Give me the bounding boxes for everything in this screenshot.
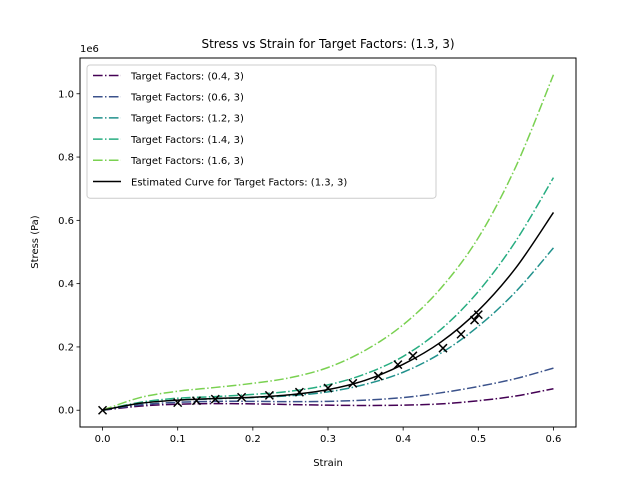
- series-line-3: [102, 177, 555, 411]
- scatter-point: [373, 371, 383, 381]
- x-tick-label: 0.1: [170, 434, 186, 445]
- x-tick-label: 0.2: [245, 434, 261, 445]
- y-tick-label: 1.0: [58, 89, 74, 100]
- scatter-point: [264, 390, 274, 400]
- y-tick-label: 0.2: [58, 342, 74, 353]
- x-tick-label: 0.6: [546, 434, 562, 445]
- scatter-point: [393, 360, 403, 370]
- legend: Target Factors: (0.4, 3) Target Factors: …: [86, 64, 437, 199]
- x-tick-label: 0.0: [95, 434, 111, 445]
- scatter-point: [173, 398, 183, 408]
- legend-entry-4: Target Factors: (1.6, 3): [130, 156, 244, 167]
- scatter-point: [98, 405, 108, 415]
- y-tick-label: 0.6: [58, 216, 74, 227]
- legend-entry-0: Target Factors: (0.4, 3): [130, 71, 244, 82]
- legend-entry-3: Target Factors: (1.4, 3): [130, 135, 244, 146]
- scatter-point: [294, 387, 304, 397]
- scatter-point: [348, 378, 358, 388]
- scatter-point: [323, 383, 333, 393]
- scatter-point: [408, 351, 418, 361]
- y-tick-label: 0.0: [58, 406, 74, 417]
- series-line-0: [102, 387, 554, 411]
- scatter-layer: [98, 310, 483, 415]
- scatter-point: [438, 343, 448, 353]
- x-axis: 0.0 0.1 0.2 0.3 0.4 0.5 0.6: [95, 427, 562, 445]
- scatter-point: [456, 329, 466, 339]
- y-offset-label: 1e6: [80, 44, 99, 55]
- x-tick-label: 0.3: [320, 434, 336, 445]
- y-tick-label: 0.8: [58, 153, 74, 164]
- x-tick-label: 0.4: [395, 434, 411, 445]
- x-axis-label: Strain: [313, 458, 343, 469]
- legend-entry-5: Estimated Curve for Target Factors: (1.3…: [131, 177, 347, 188]
- y-tick-label: 0.4: [58, 279, 74, 290]
- y-axis-label: Stress (Pa): [30, 215, 41, 269]
- legend-box: [86, 64, 437, 199]
- scatter-point: [237, 392, 247, 402]
- scatter-point: [210, 394, 220, 404]
- scatter-point: [473, 310, 483, 320]
- scatter-point: [191, 396, 202, 406]
- series-line-5: [102, 212, 555, 411]
- y-axis: 0.0 0.2 0.4 0.6 0.8 1.0: [58, 89, 80, 417]
- legend-entry-1: Target Factors: (0.6, 3): [130, 93, 244, 104]
- series-layer: [102, 74, 555, 411]
- x-tick-label: 0.5: [470, 434, 486, 445]
- scatter-point: [470, 315, 480, 325]
- chart-title: Stress vs Strain for Target Factors: (1.…: [201, 37, 454, 51]
- legend-entry-2: Target Factors: (1.2, 3): [130, 114, 244, 125]
